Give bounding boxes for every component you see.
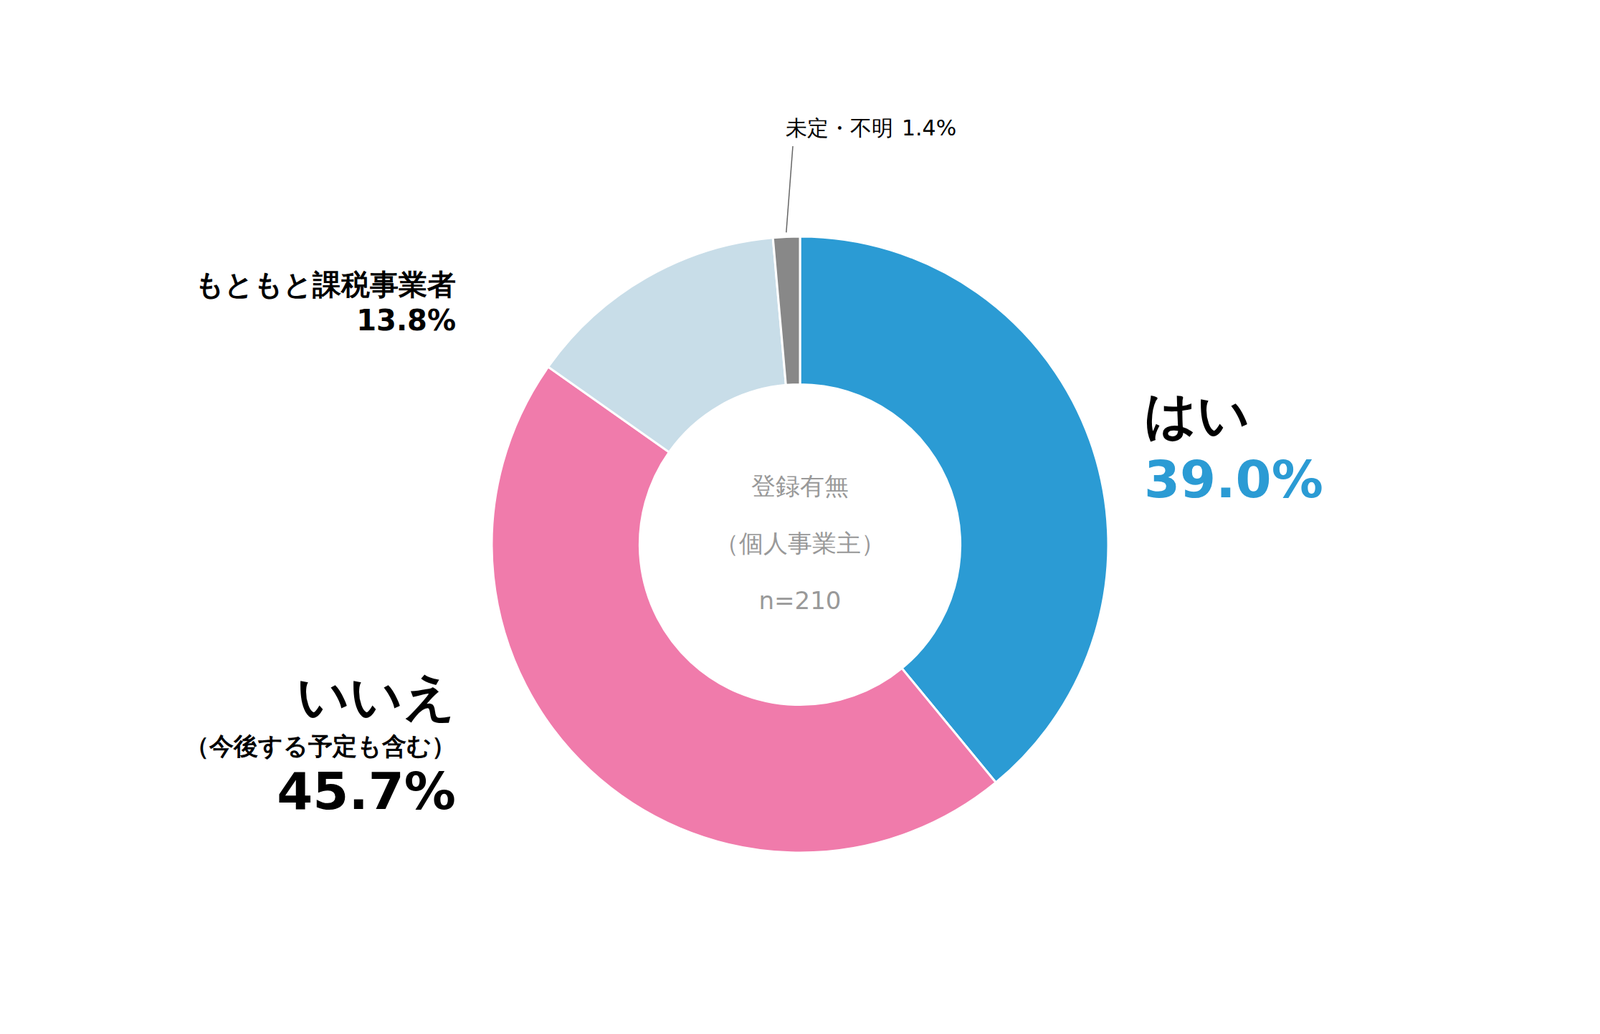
- center-title: （個人事業主）: [714, 529, 886, 558]
- value-label: 1.4%: [901, 115, 957, 141]
- leader-line: [786, 146, 793, 233]
- wedge: [772, 236, 800, 385]
- annotation: （今後する予定も含む）: [184, 731, 456, 761]
- chart-container: はい39.0% いいえ （今後する予定も含む）45.7% もともと課税事業者13.8%…: [0, 0, 1600, 1034]
- wedge: [491, 367, 996, 854]
- background: [0, 0, 1600, 1034]
- value-label: 13.8%: [356, 303, 456, 337]
- center-title: 登録有無: [751, 471, 849, 501]
- category-label: いいえ: [296, 666, 456, 727]
- category-label: 未定・不明: [785, 115, 894, 141]
- labels: はい39.0% いいえ （今後する予定も含む）45.7% もともと課税事業者13.8%…: [184, 115, 1324, 823]
- value-label: 45.7%: [276, 761, 456, 822]
- category-label: もともと課税事業者: [194, 268, 456, 302]
- chart: はい39.0% いいえ （今後する予定も含む）45.7% もともと課税事業者13.8%…: [0, 0, 1600, 1034]
- center-title: n=210: [759, 586, 842, 616]
- wedge: [548, 237, 787, 453]
- category-label: はい: [1144, 384, 1251, 446]
- value-label: 39.0%: [1144, 449, 1324, 510]
- slice-label: 未定・不明 1.4%: [785, 115, 957, 141]
- wedges: [491, 236, 1109, 854]
